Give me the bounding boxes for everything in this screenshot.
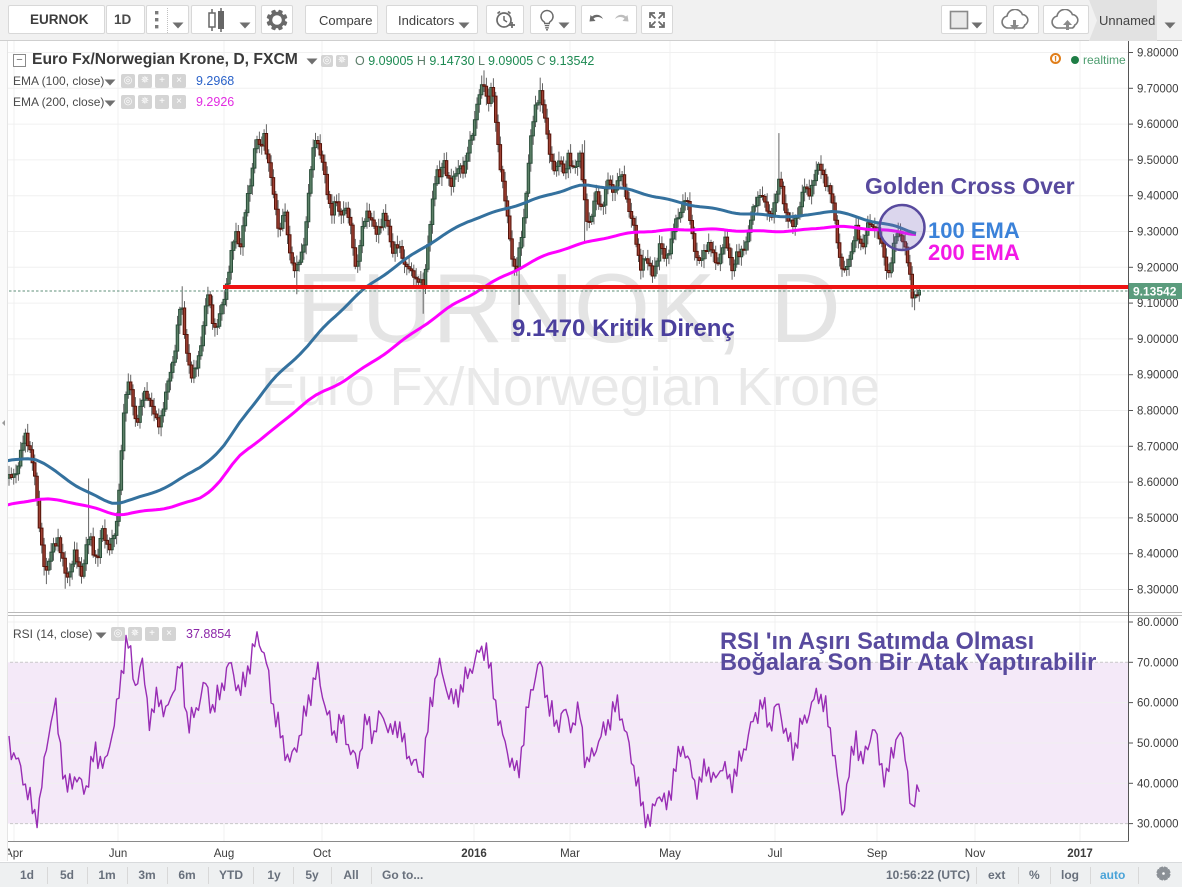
svg-text:Sep: Sep <box>867 848 887 860</box>
svg-text:50.0000: 50.0000 <box>1137 738 1179 750</box>
svg-text:30.0000: 30.0000 <box>1137 819 1179 831</box>
svg-text:EURNOK, D: EURNOK, D <box>296 253 841 363</box>
svg-text:9.60000: 9.60000 <box>1137 119 1179 131</box>
svg-text:9.80000: 9.80000 <box>1137 48 1179 60</box>
svg-text:8.80000: 8.80000 <box>1137 406 1179 418</box>
svg-text:8.70000: 8.70000 <box>1137 441 1179 453</box>
svg-text:9.13542: 9.13542 <box>1133 285 1177 299</box>
svg-text:Oct: Oct <box>313 848 332 860</box>
svg-text:9.30000: 9.30000 <box>1137 227 1179 239</box>
svg-text:80.0000: 80.0000 <box>1137 617 1179 629</box>
svg-text:Nov: Nov <box>965 848 986 860</box>
svg-text:Golden Cross Over: Golden Cross Over <box>865 173 1075 199</box>
svg-text:Euro Fx/Norwegian Krone: Euro Fx/Norwegian Krone <box>261 357 880 417</box>
svg-text:40.0000: 40.0000 <box>1137 778 1179 790</box>
svg-text:8.30000: 8.30000 <box>1137 585 1179 597</box>
svg-text:9.1470 Kritik Direnç: 9.1470 Kritik Direnç <box>512 315 735 342</box>
svg-text:RSI 'ın Aşırı Satımda Olması: RSI 'ın Aşırı Satımda Olması <box>720 629 1034 655</box>
svg-text:9.10000: 9.10000 <box>1137 298 1179 310</box>
svg-text:8.90000: 8.90000 <box>1137 370 1179 382</box>
svg-text:200 EMA: 200 EMA <box>928 240 1020 265</box>
svg-text:9.00000: 9.00000 <box>1137 334 1179 346</box>
svg-text:May: May <box>659 848 681 860</box>
svg-text:70.0000: 70.0000 <box>1137 657 1179 669</box>
svg-text:Apr: Apr <box>5 848 23 860</box>
svg-text:Mar: Mar <box>560 848 580 860</box>
svg-text:8.40000: 8.40000 <box>1137 549 1179 561</box>
svg-text:Boğalara Son Bir Atak Yaptırab: Boğalara Son Bir Atak Yaptırabilir <box>720 650 1096 676</box>
svg-text:8.60000: 8.60000 <box>1137 477 1179 489</box>
svg-text:8.50000: 8.50000 <box>1137 513 1179 525</box>
svg-text:Jul: Jul <box>768 848 783 860</box>
svg-text:Jun: Jun <box>109 848 128 860</box>
svg-text:2017: 2017 <box>1067 848 1093 860</box>
svg-text:9.40000: 9.40000 <box>1137 191 1179 203</box>
svg-text:60.0000: 60.0000 <box>1137 698 1179 710</box>
svg-text:Aug: Aug <box>214 848 234 860</box>
svg-text:9.70000: 9.70000 <box>1137 83 1179 95</box>
svg-text:100 EMA: 100 EMA <box>928 218 1020 243</box>
svg-text:2016: 2016 <box>461 848 487 860</box>
svg-text:9.50000: 9.50000 <box>1137 155 1179 167</box>
svg-text:9.20000: 9.20000 <box>1137 262 1179 274</box>
